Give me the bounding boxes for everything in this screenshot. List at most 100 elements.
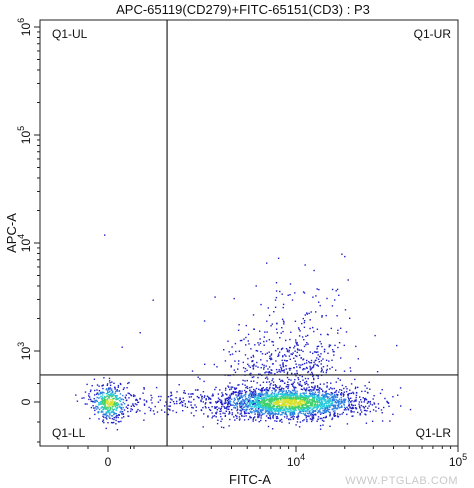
event-dot	[240, 395, 243, 398]
event-dot	[269, 414, 271, 417]
event-dot	[136, 410, 138, 412]
event-dot	[298, 328, 300, 331]
event-dot	[260, 419, 262, 422]
event-dot	[122, 413, 124, 416]
event-dot	[233, 369, 235, 371]
event-dot	[350, 403, 353, 405]
event-dot	[300, 407, 302, 409]
event-dot	[290, 396, 292, 399]
event-dot	[236, 415, 238, 417]
event-dot	[122, 394, 124, 397]
event-dot	[228, 400, 231, 402]
event-dot	[266, 262, 268, 264]
event-dot	[351, 404, 353, 406]
event-dot	[227, 398, 230, 400]
event-dot	[234, 391, 237, 393]
event-dot	[252, 396, 254, 398]
event-dot	[322, 358, 324, 360]
event-dot	[109, 412, 111, 414]
event-dot	[109, 417, 111, 419]
event-dot	[268, 402, 270, 405]
event-dot	[282, 364, 284, 366]
event-dot	[295, 341, 297, 343]
event-dot	[255, 402, 258, 404]
event-dot	[282, 409, 285, 412]
event-dot	[317, 377, 319, 379]
event-dot	[355, 399, 357, 401]
event-dot	[296, 406, 298, 408]
event-dot	[96, 400, 98, 403]
event-dot	[215, 416, 217, 418]
event-dot	[102, 399, 105, 401]
event-dot	[298, 354, 301, 356]
event-dot	[289, 414, 292, 416]
event-dot	[148, 406, 150, 409]
event-dot	[320, 367, 323, 369]
event-dot	[270, 399, 272, 402]
event-dot	[150, 408, 152, 410]
event-dot	[93, 378, 96, 380]
event-dot	[107, 399, 109, 401]
event-dot	[104, 397, 106, 399]
event-dot	[282, 406, 284, 408]
event-dot	[310, 311, 312, 313]
event-dot	[291, 403, 294, 405]
event-dot	[348, 405, 350, 407]
event-dot	[117, 398, 119, 400]
event-dot	[337, 346, 339, 349]
event-dot	[204, 403, 206, 405]
event-dot	[75, 394, 77, 396]
event-dot	[104, 402, 106, 404]
event-dot	[293, 408, 296, 410]
event-dot	[295, 409, 297, 411]
event-dot	[268, 373, 270, 375]
event-dot	[341, 413, 343, 415]
event-dot	[275, 393, 277, 395]
event-dot	[334, 391, 336, 394]
event-dot	[264, 377, 267, 379]
event-dot	[222, 394, 224, 397]
event-dot	[188, 396, 191, 398]
event-dot	[239, 339, 242, 342]
event-dot	[293, 416, 295, 418]
event-dot	[98, 390, 101, 392]
event-dot	[277, 353, 280, 355]
event-dot	[341, 400, 343, 403]
event-dot	[236, 402, 238, 404]
event-dot	[94, 400, 97, 402]
event-dot	[244, 394, 247, 396]
event-dot	[221, 418, 223, 420]
event-dot	[322, 424, 324, 426]
event-dot	[233, 416, 235, 418]
event-dot	[312, 402, 314, 404]
event-dot	[324, 406, 326, 409]
event-dot	[359, 413, 361, 415]
event-dot	[267, 395, 270, 397]
event-dot	[269, 384, 271, 386]
event-dot	[263, 364, 265, 367]
event-dot	[219, 408, 222, 410]
event-dot	[271, 428, 274, 430]
event-dot	[289, 410, 291, 412]
event-dot	[81, 397, 83, 399]
y-tick-label: 106	[16, 18, 33, 36]
event-dot	[320, 363, 322, 365]
event-dot	[277, 397, 279, 400]
event-dot	[275, 368, 278, 371]
event-dot	[101, 401, 103, 403]
event-dot	[322, 406, 324, 408]
event-dot	[98, 408, 101, 411]
event-dot	[249, 393, 251, 395]
event-dot	[289, 369, 291, 371]
event-dot	[268, 394, 271, 397]
event-dot	[317, 398, 319, 401]
event-dot	[319, 383, 322, 385]
event-dot	[183, 392, 185, 394]
event-dot	[270, 382, 272, 385]
event-dot	[297, 413, 299, 415]
event-dot	[330, 402, 333, 405]
event-dot	[113, 411, 115, 414]
event-dot	[111, 393, 113, 395]
event-dot	[255, 395, 257, 397]
event-dot	[260, 303, 262, 306]
